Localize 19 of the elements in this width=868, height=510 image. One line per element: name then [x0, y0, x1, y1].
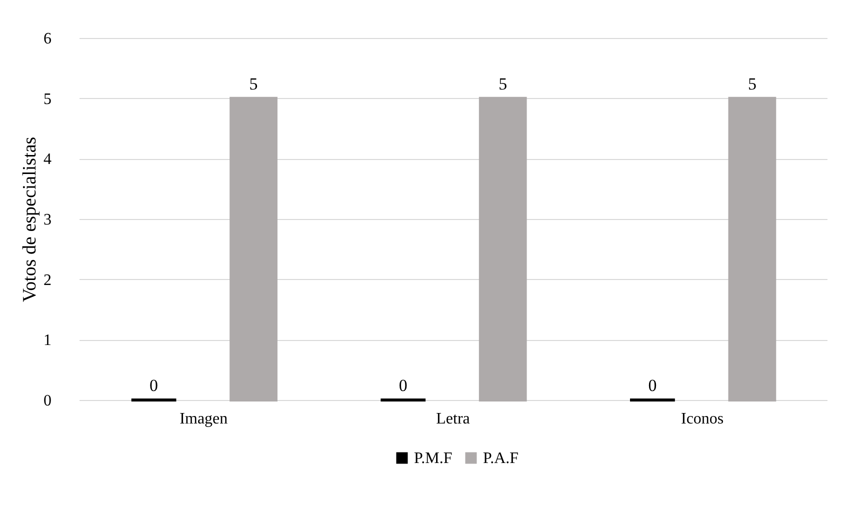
y-tick-label: 6	[44, 30, 52, 48]
data-label: 0	[648, 376, 657, 395]
legend-label: P.M.F	[414, 450, 452, 467]
data-label: 5	[498, 74, 508, 94]
y-tick-label: 0	[44, 392, 52, 410]
y-tick-label: 4	[44, 151, 52, 168]
y-tick-label: 1	[44, 332, 52, 350]
y-axis-title: Votos de especialistas	[20, 136, 40, 302]
data-label: 0	[398, 376, 408, 395]
data-label: 0	[150, 376, 158, 395]
y-tick-label: 3	[44, 212, 52, 228]
x-tick-label: Iconos	[681, 410, 724, 428]
x-tick-label: Imagen	[180, 410, 228, 428]
data-label: 5	[748, 74, 756, 94]
y-tick-label: 5	[44, 90, 52, 108]
legend-label: P.A.F	[483, 450, 519, 467]
y-tick-label: 2	[44, 272, 52, 289]
x-tick-label: Letra	[436, 410, 470, 428]
data-label: 5	[249, 74, 258, 94]
